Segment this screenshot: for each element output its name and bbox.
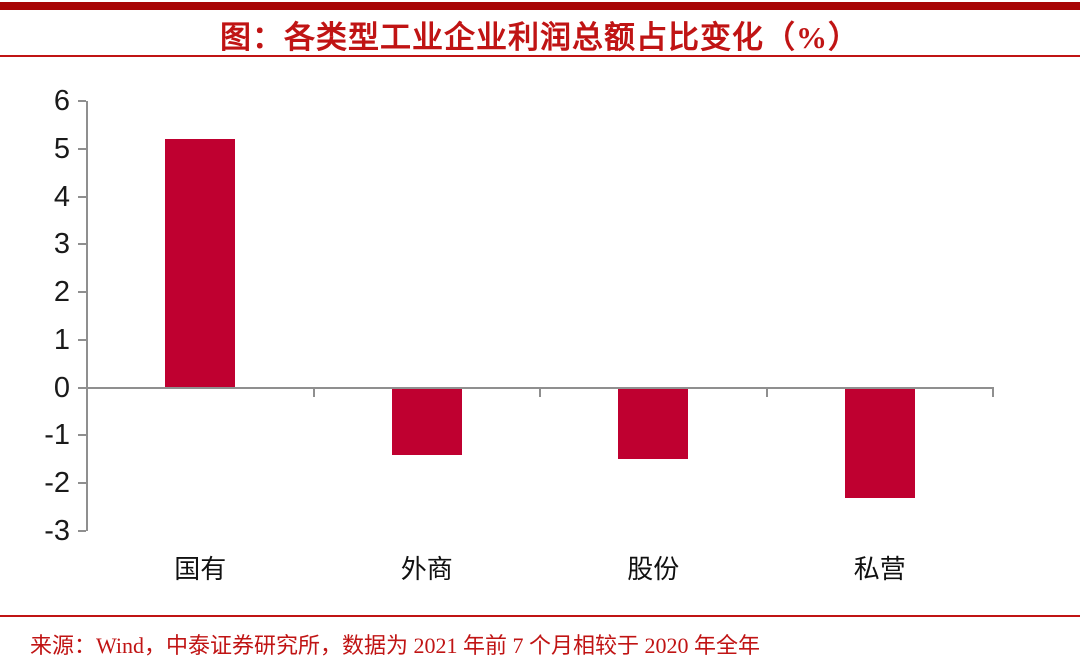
x-axis-category-label: 私营 [853, 555, 906, 584]
y-axis-tick [78, 386, 86, 389]
y-axis-tick-label: 4 [53, 180, 70, 213]
bar [391, 387, 462, 455]
x-axis-line [86, 386, 994, 389]
bar [618, 387, 689, 460]
title-divider [0, 55, 1080, 57]
x-axis-category-label: 外商 [400, 555, 453, 584]
y-axis-tick-label: 3 [53, 228, 70, 261]
y-axis-tick-label: -1 [44, 419, 70, 452]
footer-divider [0, 615, 1080, 617]
y-axis-tick [78, 100, 86, 102]
y-axis-tick [78, 147, 86, 150]
y-axis-tick [78, 434, 86, 437]
x-axis-tick [765, 388, 768, 397]
top-accent-band [0, 2, 1080, 10]
source-note: 来源：Wind，中泰证券研究所，数据为 2021 年前 7 个月相较于 2020… [30, 633, 760, 658]
x-axis-tick [992, 388, 994, 397]
y-axis-tick-label: 1 [53, 323, 70, 356]
x-axis-tick [539, 388, 541, 397]
y-axis-tick [78, 530, 86, 532]
y-axis-tick-label: 2 [53, 276, 70, 309]
x-axis-category-label: 股份 [627, 555, 680, 584]
y-axis-tick [78, 243, 86, 246]
y-axis-tick [78, 338, 86, 341]
bar [844, 387, 915, 498]
bar-chart-canvas: -3 -2 -1 0 1 2 3 4 5 6 国有 外商 股份 私营 [44, 85, 994, 584]
bar [165, 139, 236, 388]
y-axis-tick-label: 5 [53, 132, 70, 165]
x-axis-category-label: 国有 [174, 555, 227, 584]
y-axis-tick-label: -3 [44, 515, 70, 547]
y-axis-line [86, 101, 88, 531]
y-axis-tick [78, 482, 86, 485]
y-axis-tick-label: 6 [53, 85, 70, 117]
figure-title: 图：各类型工业企业利润总额占比变化（%） [220, 20, 860, 55]
y-axis-tick-label: -2 [44, 467, 70, 500]
x-axis-tick [312, 388, 315, 397]
y-axis-tick [78, 195, 86, 198]
y-axis-tick [78, 291, 86, 294]
y-axis-tick-label: 0 [53, 371, 70, 404]
